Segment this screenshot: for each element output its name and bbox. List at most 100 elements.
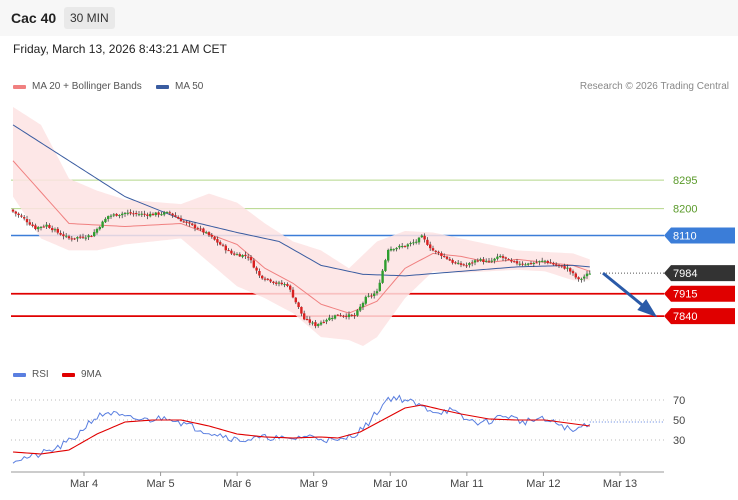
- candle-body: [552, 263, 555, 265]
- candle-body: [361, 303, 365, 307]
- candle-body: [384, 260, 387, 271]
- rsi-ma-line: [12, 404, 590, 455]
- candle-body: [121, 213, 124, 216]
- ma50-line: [12, 124, 590, 277]
- timeframe-button[interactable]: 30 MIN: [64, 7, 115, 29]
- candle-body: [434, 250, 437, 252]
- candle-body: [135, 213, 138, 215]
- candle-body: [247, 256, 250, 258]
- candle-body: [129, 212, 132, 214]
- candle-body: [188, 222, 191, 224]
- ma20-swatch-icon: [13, 84, 26, 89]
- candle-body: [227, 250, 230, 252]
- candle-body: [389, 248, 393, 251]
- candle-body: [398, 245, 401, 248]
- candle-body: [364, 296, 367, 304]
- candle-body: [275, 282, 278, 284]
- candle-body: [67, 236, 71, 239]
- candle-body: [185, 221, 188, 223]
- legend-rsi-label: RSI: [32, 369, 49, 380]
- candle-body: [437, 251, 440, 253]
- candle-body: [353, 314, 356, 317]
- candle-body: [219, 242, 222, 245]
- candle-body: [207, 232, 211, 236]
- rsi-swatch-icon: [13, 372, 26, 377]
- candle-body: [325, 319, 328, 322]
- candle-body: [160, 214, 163, 216]
- candle-body: [350, 314, 353, 316]
- candle-body: [199, 228, 202, 230]
- candle-body: [51, 228, 54, 231]
- candle-body: [216, 239, 219, 243]
- candle-body: [11, 209, 15, 212]
- candle-body: [356, 310, 359, 316]
- candle-body: [224, 245, 227, 251]
- rsi-level-label-30: 30: [673, 435, 685, 447]
- candle-body: [252, 260, 255, 268]
- rsi-line: [12, 394, 591, 464]
- candle-body: [143, 213, 146, 215]
- candle-body: [409, 243, 412, 245]
- candle-body: [574, 273, 577, 278]
- legend-ma50-label: MA 50: [175, 81, 204, 92]
- candle-body: [126, 212, 129, 214]
- candle-body: [471, 262, 474, 264]
- candle-body: [487, 260, 491, 262]
- candle-body: [17, 213, 20, 216]
- candle-body: [457, 262, 460, 264]
- candle-body: [381, 270, 384, 283]
- x-tick-label: Mar 13: [603, 478, 637, 490]
- candle-body: [210, 235, 213, 237]
- level-tag-label-8110: 8110: [673, 230, 697, 242]
- candle-body: [230, 250, 233, 254]
- candle-body: [403, 246, 407, 248]
- candle-body: [465, 265, 468, 267]
- legend-ma20-label: MA 20 + Bollinger Bands: [32, 81, 142, 92]
- level-tag-label-7840: 7840: [673, 311, 697, 323]
- candle-body: [140, 213, 143, 215]
- legend-rsi-ma-label: 9MA: [81, 369, 102, 380]
- x-tick-label: Mar 4: [70, 478, 98, 490]
- candle-body: [546, 260, 549, 263]
- candle-body: [62, 234, 65, 237]
- candle-body: [423, 235, 426, 240]
- candle-body: [541, 260, 544, 262]
- candle-body: [101, 221, 104, 228]
- candle-body: [490, 260, 493, 262]
- candle-body: [286, 284, 289, 286]
- candle-body: [412, 242, 415, 244]
- candle-body: [283, 284, 286, 286]
- candle-body: [585, 273, 589, 277]
- candle-body: [221, 244, 225, 246]
- candle-body: [417, 237, 421, 243]
- candle-body: [25, 219, 29, 223]
- candle-body: [566, 267, 569, 269]
- candle-body: [543, 260, 547, 262]
- candle-body: [205, 232, 208, 234]
- candle-body: [359, 306, 362, 311]
- candle-body: [191, 223, 194, 225]
- candle-body: [317, 324, 320, 326]
- candle-body: [336, 314, 339, 316]
- candle-body: [179, 218, 183, 222]
- level-label-8295: 8295: [673, 175, 697, 187]
- x-tick-label: Mar 12: [526, 478, 560, 490]
- candle-body: [485, 260, 488, 262]
- candle-body: [280, 282, 283, 285]
- candle-body: [70, 238, 73, 240]
- candle-body: [549, 262, 552, 264]
- candle-body: [165, 212, 169, 214]
- candle-body: [527, 263, 530, 265]
- candle-body: [563, 266, 566, 269]
- candle-body: [95, 229, 99, 233]
- legend-rsi-ma: 9MA: [62, 369, 102, 380]
- candle-body: [333, 315, 337, 319]
- candle-body: [104, 218, 107, 223]
- candle-body: [42, 226, 45, 228]
- candle-body: [154, 212, 157, 216]
- candle-body: [451, 259, 454, 263]
- candle-body: [420, 235, 423, 238]
- candle-body: [347, 314, 351, 318]
- x-tick-label: Mar 5: [147, 478, 175, 490]
